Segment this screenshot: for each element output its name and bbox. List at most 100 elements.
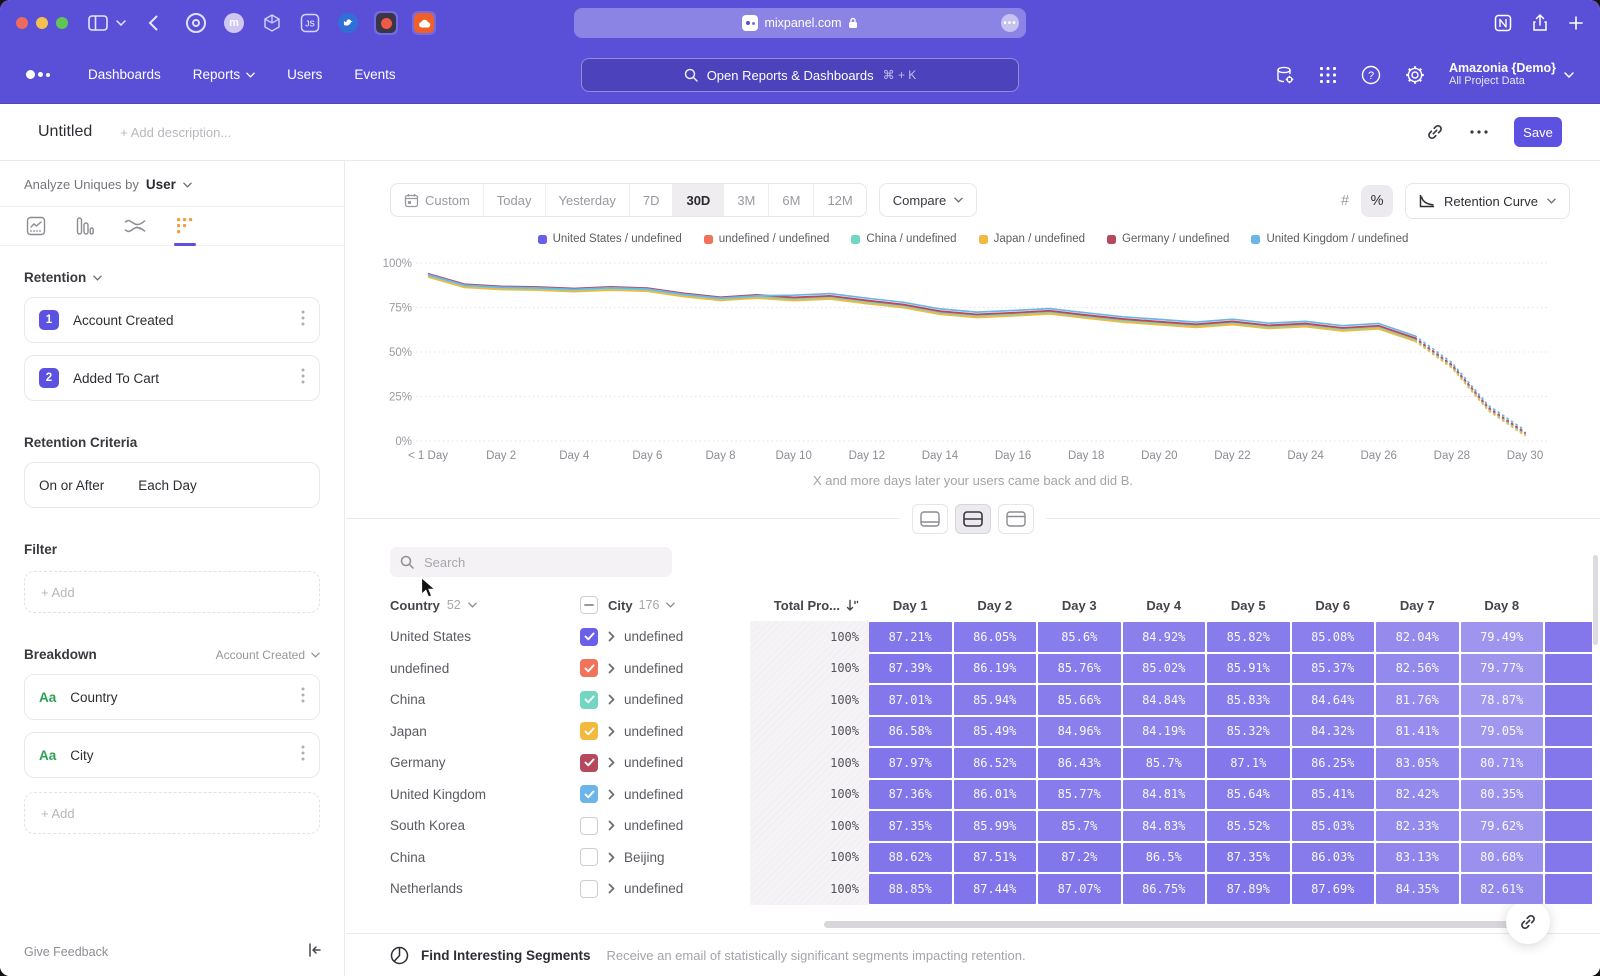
6m-range-button[interactable]: 6M — [768, 184, 813, 216]
retention-value-cell[interactable]: 85.77% — [1038, 780, 1121, 810]
retention-value-cell[interactable]: 87.69% — [1292, 874, 1375, 904]
expand-row-icon[interactable] — [608, 726, 615, 737]
legend-item[interactable]: Germany / undefined — [1107, 233, 1229, 245]
city-cell[interactable]: undefined — [624, 724, 683, 739]
country-column-header[interactable]: Country 52 — [390, 598, 580, 613]
expand-row-icon[interactable] — [608, 852, 615, 863]
retention-value-cell[interactable]: 86.05% — [954, 622, 1037, 652]
target-extension-icon[interactable] — [184, 11, 208, 35]
table-row[interactable]: Germany undefined 100% 87.97%86.52%86.43… — [390, 747, 1592, 779]
retention-value-cell[interactable]: 86.43% — [1038, 748, 1121, 778]
tab-overview-chevron-icon[interactable] — [116, 20, 126, 26]
country-cell[interactable]: undefined — [390, 661, 449, 676]
kebab-menu-icon[interactable] — [301, 745, 305, 766]
retention-value-cell[interactable]: 82.56% — [1376, 654, 1459, 684]
retention-value-cell[interactable]: 78.87% — [1461, 685, 1544, 715]
retention-value-cell[interactable]: 82.61% — [1461, 874, 1544, 904]
breakdown-event-dropdown[interactable]: Account Created — [216, 648, 320, 662]
vertical-scrollbar[interactable] — [1593, 555, 1598, 645]
criteria-mode-dropdown[interactable]: On or After — [39, 478, 104, 493]
table-row[interactable]: undefined undefined 100% 87.39%86.19%85.… — [390, 653, 1592, 685]
tab-flows-icon[interactable] — [124, 207, 146, 245]
retention-value-cell[interactable]: 87.44% — [954, 874, 1037, 904]
retention-value-cell[interactable]: 84.64% — [1292, 685, 1375, 715]
retention-value-cell[interactable]: 84.83% — [1123, 811, 1206, 841]
yesterday-range-button[interactable]: Yesterday — [545, 184, 629, 216]
retention-value-cell[interactable]: 85.66% — [1038, 685, 1121, 715]
share-link-fab[interactable] — [1506, 900, 1550, 944]
expand-row-icon[interactable] — [608, 789, 615, 800]
back-icon[interactable] — [148, 15, 158, 31]
retention-value-cell[interactable]: 80.68% — [1461, 843, 1544, 873]
retention-section-label[interactable]: Retention — [24, 270, 86, 285]
retention-value-cell[interactable]: 82.04% — [1376, 622, 1459, 652]
retention-value-cell[interactable]: 83.13% — [1376, 843, 1459, 873]
minimize-window-button[interactable] — [36, 17, 48, 29]
url-bar[interactable]: mixpanel.com ••• — [574, 8, 1026, 38]
country-cell[interactable]: China — [390, 850, 425, 865]
expand-row-icon[interactable] — [608, 820, 615, 831]
retention-value-cell[interactable]: 82.42% — [1376, 780, 1459, 810]
retention-value-cell[interactable]: 84.19% — [1123, 717, 1206, 747]
series-checkbox[interactable] — [580, 754, 598, 772]
table-row[interactable]: China Beijing 100% 88.62%87.51%87.2%86.5… — [390, 842, 1592, 874]
city-cell[interactable]: undefined — [624, 692, 683, 707]
share-icon[interactable] — [1532, 14, 1548, 32]
event-step-card[interactable]: 2 Added To Cart — [24, 355, 320, 401]
today-range-button[interactable]: Today — [483, 184, 545, 216]
retention-value-cell[interactable]: 87.97% — [869, 748, 952, 778]
7d-range-button[interactable]: 7D — [629, 184, 673, 216]
retention-value-cell[interactable]: 85.99% — [954, 811, 1037, 841]
retention-value-cell[interactable]: 80.71% — [1461, 748, 1544, 778]
legend-item[interactable]: United States / undefined — [538, 233, 682, 245]
retention-value-cell[interactable]: 86.03% — [1292, 843, 1375, 873]
copy-link-icon[interactable] — [1426, 123, 1444, 141]
retention-value-cell[interactable]: 85.49% — [954, 717, 1037, 747]
event-step-card[interactable]: 1 Account Created — [24, 297, 320, 343]
retention-value-cell[interactable]: 85.7% — [1038, 811, 1121, 841]
cloud-extension-icon[interactable] — [412, 11, 436, 35]
total-column-header[interactable]: Total Pro... — [750, 598, 869, 613]
3m-range-button[interactable]: 3M — [723, 184, 768, 216]
kebab-menu-icon[interactable] — [301, 310, 305, 331]
retention-value-cell[interactable]: 79.49% — [1461, 622, 1544, 652]
kebab-menu-icon[interactable] — [301, 368, 305, 389]
city-cell[interactable]: undefined — [624, 661, 683, 676]
city-cell[interactable]: undefined — [624, 629, 683, 644]
series-checkbox[interactable] — [580, 817, 598, 835]
day-column-header[interactable]: Day 5 — [1207, 590, 1290, 620]
legend-item[interactable]: China / undefined — [851, 233, 956, 245]
retention-value-cell[interactable]: 85.52% — [1207, 811, 1290, 841]
retention-value-cell[interactable]: 87.01% — [869, 685, 952, 715]
tab-insights-icon[interactable] — [26, 207, 46, 245]
retention-value-cell[interactable]: 81.41% — [1376, 717, 1459, 747]
red-dot-extension-icon[interactable] — [374, 11, 398, 35]
url-more-icon[interactable]: ••• — [1001, 14, 1019, 32]
day-column-header[interactable]: Day 1 — [869, 590, 952, 620]
notion-icon[interactable] — [1494, 14, 1512, 32]
retention-value-cell[interactable]: 85.41% — [1292, 780, 1375, 810]
retention-value-cell[interactable]: 81.76% — [1376, 685, 1459, 715]
retention-value-cell[interactable]: 85.83% — [1207, 685, 1290, 715]
retention-value-cell[interactable]: 79.05% — [1461, 717, 1544, 747]
series-checkbox[interactable] — [580, 880, 598, 898]
country-cell[interactable]: Japan — [390, 724, 427, 739]
percent-toggle[interactable]: % — [1361, 185, 1393, 217]
table-search[interactable] — [390, 547, 672, 577]
report-title[interactable]: Untitled — [38, 123, 92, 141]
new-tab-icon[interactable] — [1568, 15, 1584, 31]
table-row[interactable]: United Kingdom undefined 100% 87.36%86.0… — [390, 779, 1592, 811]
cube-extension-icon[interactable] — [260, 11, 284, 35]
js-extension-icon[interactable]: JS — [298, 11, 322, 35]
city-cell[interactable]: undefined — [624, 818, 683, 833]
series-checkbox[interactable] — [580, 785, 598, 803]
collapse-sidebar-icon[interactable] — [308, 943, 322, 960]
select-all-checkbox[interactable] — [580, 596, 598, 614]
city-cell[interactable]: undefined — [624, 881, 683, 896]
country-cell[interactable]: South Korea — [390, 818, 465, 833]
retention-value-cell[interactable]: 79.62% — [1461, 811, 1544, 841]
city-cell[interactable]: Beijing — [624, 850, 665, 865]
day-column-header[interactable]: Day 3 — [1038, 590, 1121, 620]
save-button[interactable]: Save — [1514, 117, 1562, 147]
split-layout-icon[interactable] — [955, 504, 991, 534]
